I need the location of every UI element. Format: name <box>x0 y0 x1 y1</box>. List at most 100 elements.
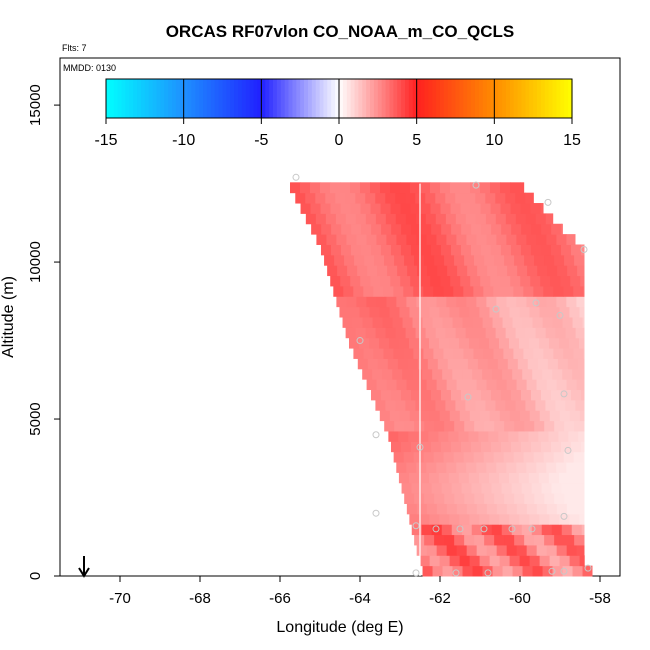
curtain-cell <box>514 534 525 546</box>
colorbar-segment <box>447 79 453 118</box>
curtain-cell <box>552 317 564 328</box>
curtain-cell <box>456 503 468 515</box>
curtain-cell <box>496 503 508 515</box>
curtain-cell <box>522 317 534 328</box>
curtain-cell <box>566 234 576 245</box>
curtain-cell <box>499 513 510 525</box>
curtain-cell <box>469 410 481 422</box>
curtain-cell <box>400 182 411 194</box>
colorbar-segment <box>311 79 317 118</box>
curtain-cell <box>361 223 372 235</box>
curtain-layer <box>290 182 593 577</box>
curtain-cell <box>542 565 554 577</box>
curtain-cell <box>456 296 467 308</box>
curtain-cell <box>488 472 500 484</box>
curtain-cell <box>468 430 479 442</box>
curtain-cell <box>391 441 402 453</box>
curtain-cell <box>420 275 431 287</box>
curtain-cell <box>412 368 423 380</box>
curtain-cell <box>571 441 582 453</box>
curtain-cell <box>544 493 555 504</box>
curtain-cell <box>396 379 408 391</box>
curtain-cell <box>421 223 432 235</box>
curtain-cell <box>472 565 484 577</box>
curtain-cell <box>469 555 481 567</box>
curtain-cell <box>529 513 540 525</box>
curtain-cell <box>555 327 567 339</box>
curtain-cell <box>494 420 505 432</box>
curtain-cell <box>564 420 575 432</box>
curtain-cell <box>367 358 379 370</box>
curtain-cell <box>484 493 495 504</box>
x-tick-label: -62 <box>429 590 451 607</box>
curtain-cell <box>553 348 564 359</box>
curtain-cell <box>421 441 432 453</box>
x-tick-label: -60 <box>509 590 531 607</box>
curtain-cell <box>430 244 442 256</box>
curtain-cell <box>514 254 525 266</box>
curtain-cell <box>452 565 464 577</box>
curtain-cell <box>460 244 472 256</box>
curtain-cell <box>551 223 562 235</box>
curtain-cell <box>425 399 436 411</box>
curtain-cell <box>556 379 568 391</box>
obs-point <box>508 525 516 533</box>
curtain-cell <box>469 337 480 349</box>
curtain-cell <box>410 244 422 256</box>
curtain-cell <box>572 565 584 577</box>
curtain-cell <box>446 503 458 515</box>
curtain-cell <box>464 493 475 504</box>
curtain-cell <box>411 389 422 401</box>
curtain-cell <box>356 234 367 245</box>
curtain-cell <box>441 524 453 536</box>
curtain-cell <box>468 472 480 484</box>
curtain-cell <box>418 472 430 484</box>
curtain-cell <box>419 306 430 318</box>
curtain-cell <box>451 482 463 494</box>
curtain-cell <box>305 192 316 204</box>
curtain-cell <box>539 410 551 422</box>
colorbar-segment <box>552 79 558 118</box>
curtain-cell <box>499 410 511 422</box>
curtain-cell <box>382 317 394 328</box>
curtain-cell <box>526 379 538 391</box>
curtain-cell <box>427 358 439 370</box>
curtain-cell <box>335 192 346 204</box>
curtain-cell <box>563 451 575 463</box>
y-tick-label: 15000 <box>27 84 44 126</box>
curtain-cell <box>540 203 544 214</box>
curtain-cell <box>403 348 414 359</box>
y-axis-label: Altitude (m) <box>0 276 17 358</box>
curtain-cell <box>379 337 390 349</box>
curtain-cell <box>511 482 523 494</box>
curtain-cell <box>556 234 567 245</box>
curtain-cell <box>554 420 565 432</box>
colorbar-segment <box>401 79 406 118</box>
curtain-cell <box>572 317 584 328</box>
colorbar-segment <box>203 79 208 118</box>
curtain-cell <box>475 327 487 339</box>
curtain-cell <box>545 213 554 225</box>
colorbar-segment <box>342 79 348 118</box>
curtain-cell <box>510 203 522 214</box>
curtain-cell <box>530 275 541 287</box>
curtain-cell <box>370 182 381 194</box>
curtain-cell <box>422 368 433 380</box>
curtain-cell <box>408 430 419 442</box>
curtain-cell <box>530 203 542 214</box>
curtain-cell <box>526 503 538 515</box>
curtain-cell <box>541 482 553 494</box>
obs-point <box>564 446 572 454</box>
colorbar-segment <box>335 79 340 118</box>
curtain-cell <box>370 244 382 256</box>
curtain-cell <box>350 244 362 256</box>
curtain-cell <box>573 285 584 297</box>
curtain-cell <box>480 182 491 194</box>
curtain-cell <box>377 265 388 277</box>
curtain-cell <box>485 399 496 411</box>
curtain-cell <box>349 306 360 318</box>
curtain-cell <box>576 544 585 556</box>
curtain-cell <box>428 430 439 442</box>
curtain-cell <box>406 503 418 515</box>
curtain-cell <box>466 462 477 473</box>
